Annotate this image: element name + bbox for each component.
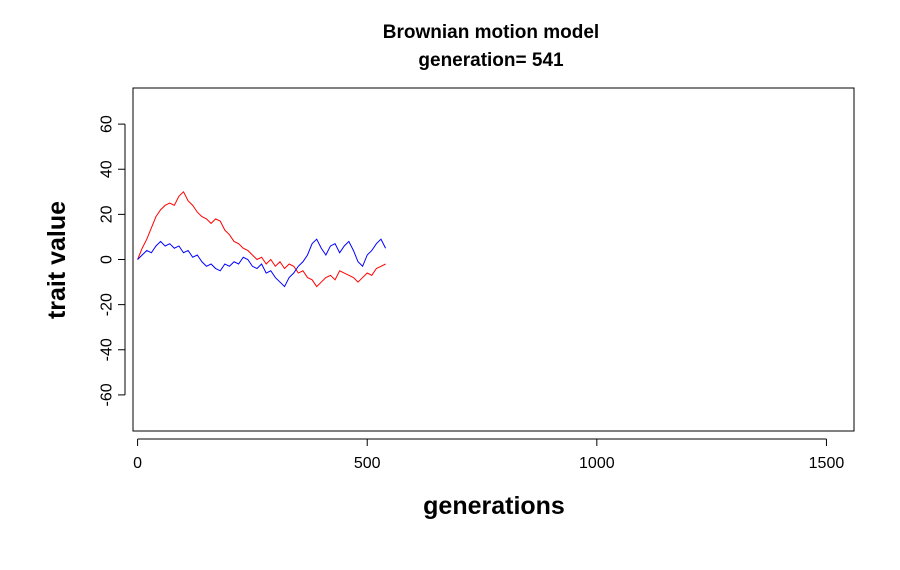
x-tick-label-3: 1500 xyxy=(809,455,845,472)
x-axis: 0 500 1000 1500 xyxy=(133,438,845,472)
y-tick-label-5: 40 xyxy=(99,160,116,178)
chart-subtitle: generation= 541 xyxy=(418,50,564,71)
y-tick-label-1: -40 xyxy=(99,338,116,361)
x-tick-label-1: 500 xyxy=(354,455,381,472)
series-layer xyxy=(137,190,387,288)
plot-frame xyxy=(132,87,855,432)
y-tick-label-3: 0 xyxy=(99,255,116,264)
y-tick-label-2: -20 xyxy=(99,293,116,316)
y-axis-label: trait value xyxy=(43,201,71,319)
y-tick-label-4: 20 xyxy=(99,205,116,223)
series-line-0 xyxy=(137,190,386,288)
chart-title: Brownian motion model xyxy=(383,22,599,43)
x-tick-label-2: 1000 xyxy=(579,455,615,472)
y-tick-label-0: -60 xyxy=(99,383,116,406)
y-axis: -60 -40 -20 0 20 40 60 xyxy=(99,115,126,406)
y-tick-label-6: 60 xyxy=(99,115,116,133)
x-tick-label-0: 0 xyxy=(133,455,142,472)
x-axis-label: generations xyxy=(423,492,565,520)
series-line-1 xyxy=(137,238,387,288)
